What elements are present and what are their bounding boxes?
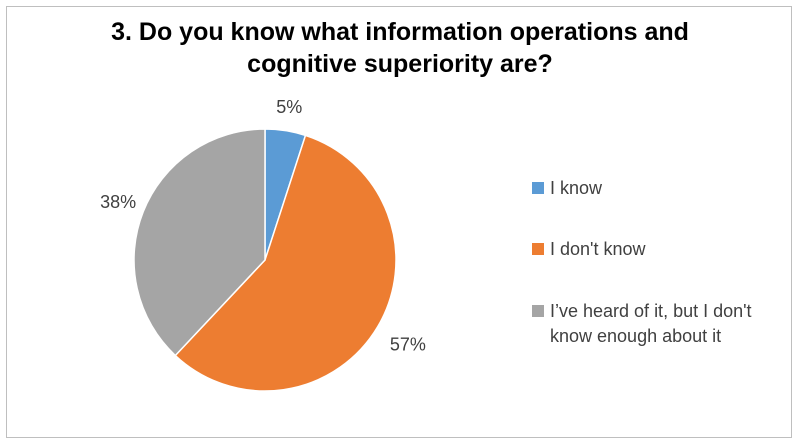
legend-label-i-know: I know (550, 176, 780, 201)
chart-frame (6, 6, 792, 438)
pie-slice-i-dont-know (174, 134, 397, 392)
pie-slice-heard-of-it (133, 128, 266, 357)
legend-swatch-heard-of-it (532, 305, 544, 317)
pct-label-heard-of-it: 38% (100, 192, 136, 212)
legend-swatch-i-dont-know (532, 243, 544, 255)
legend-label-heard-of-it: I’ve heard of it, but I don't know enoug… (550, 299, 780, 349)
legend-label-i-dont-know: I don't know (550, 237, 780, 262)
pct-label-i-dont-know: 57% (390, 335, 426, 355)
legend-label-heard-of-it-line-1: I’ve heard of it, but I don't (550, 301, 752, 321)
chart-title: 3. Do you know what information operatio… (0, 16, 800, 80)
legend-label-i-know-line-1: I know (550, 178, 603, 198)
chart-title-line-1: 3. Do you know what information operatio… (111, 18, 689, 46)
legend-swatch-i-know (532, 182, 544, 194)
legend-label-heard-of-it-line-2: know enough about it (550, 326, 722, 346)
pct-label-i-know: 5% (276, 97, 302, 117)
legend-label-i-dont-know-line-1: I don't know (550, 239, 646, 259)
chart-title-line-2: cognitive superiority are? (247, 50, 553, 78)
